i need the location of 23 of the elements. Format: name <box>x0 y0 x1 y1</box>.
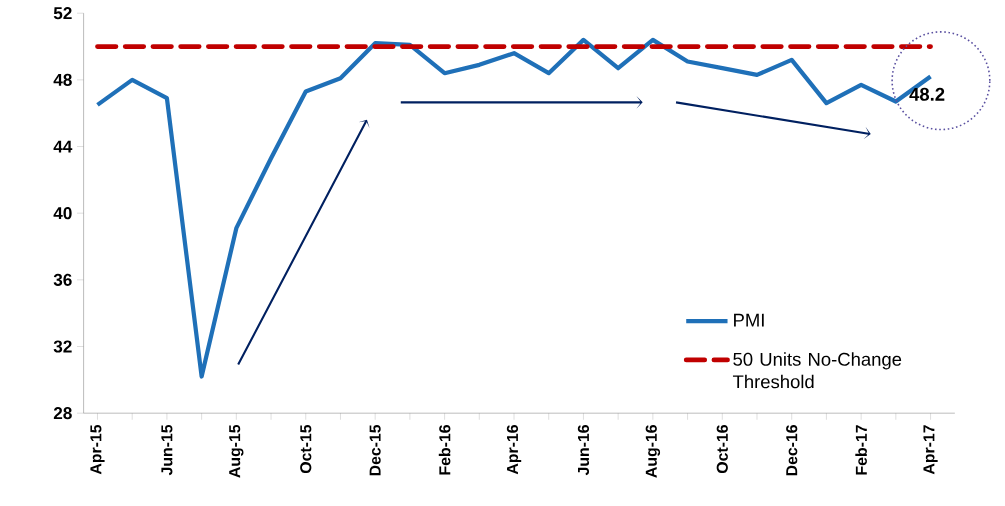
x-tick-label: Dec-15 <box>369 425 381 476</box>
y-tick-label: 52 <box>53 7 72 20</box>
x-tick-label: Apr-15 <box>90 425 105 475</box>
y-tick-label: 40 <box>53 207 72 220</box>
y-tick-label: 36 <box>53 273 72 287</box>
legend-label: 50 Units No-Change Threshold <box>732 352 902 389</box>
x-tick-label: Oct-15 <box>300 425 312 474</box>
x-tick-label: Oct-16 <box>716 425 728 474</box>
x-tick-label: Aug-15 <box>229 425 244 478</box>
y-tick-label: 48 <box>53 73 72 87</box>
x-tick-label: Aug-16 <box>645 425 661 478</box>
x-tick-label: Jun-16 <box>577 425 590 476</box>
legend-label: PMI <box>734 314 764 327</box>
x-tick-label: Dec-16 <box>786 425 798 476</box>
annotation: 48.2 <box>909 87 945 102</box>
y-tick-label: 28 <box>53 407 72 420</box>
x-tick-label: Apr-16 <box>506 425 522 475</box>
y-tick-label: 44 <box>53 140 73 153</box>
y-tick-label: 32 <box>53 340 72 353</box>
x-tick-label: Apr-17 <box>923 425 938 475</box>
x-tick-label: Feb-16 <box>438 425 451 475</box>
x-tick-label: Jun-15 <box>161 425 173 476</box>
x-tick-label: Feb-17 <box>855 425 867 475</box>
